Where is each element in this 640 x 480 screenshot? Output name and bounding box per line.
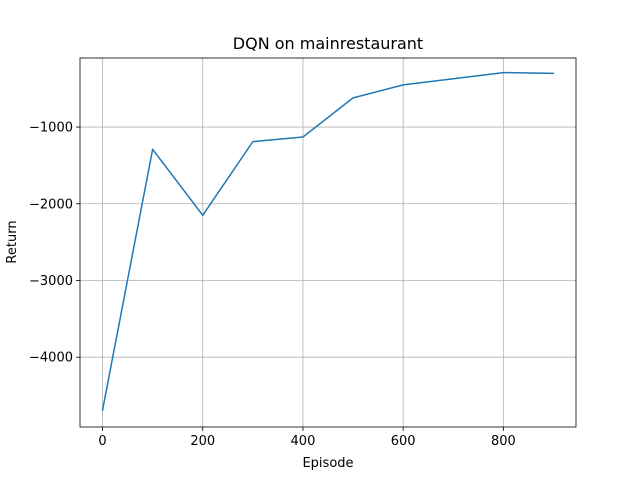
y-tick-label: −2000 [29,197,73,212]
y-tick-label: −1000 [29,121,73,136]
series-line [101,71,555,411]
x-axis-label: Episode [302,456,353,471]
x-tick-label: 200 [190,434,215,449]
series-layer [101,71,555,411]
x-tick-label: 0 [98,434,106,449]
x-tick-label: 800 [491,434,516,449]
y-tick-label: −3000 [29,274,73,289]
x-tick-label: 400 [291,434,316,449]
y-axis: −4000 −3000 −2000 −1000 [29,121,80,366]
x-axis: 0 200 400 600 800 [98,427,516,449]
chart-title: DQN on mainrestaurant [233,34,423,53]
y-tick-label: −4000 [29,351,73,366]
grid [80,58,576,427]
x-tick-label: 600 [391,434,416,449]
plot-frame [79,57,577,428]
y-axis-label: Return [5,220,20,263]
